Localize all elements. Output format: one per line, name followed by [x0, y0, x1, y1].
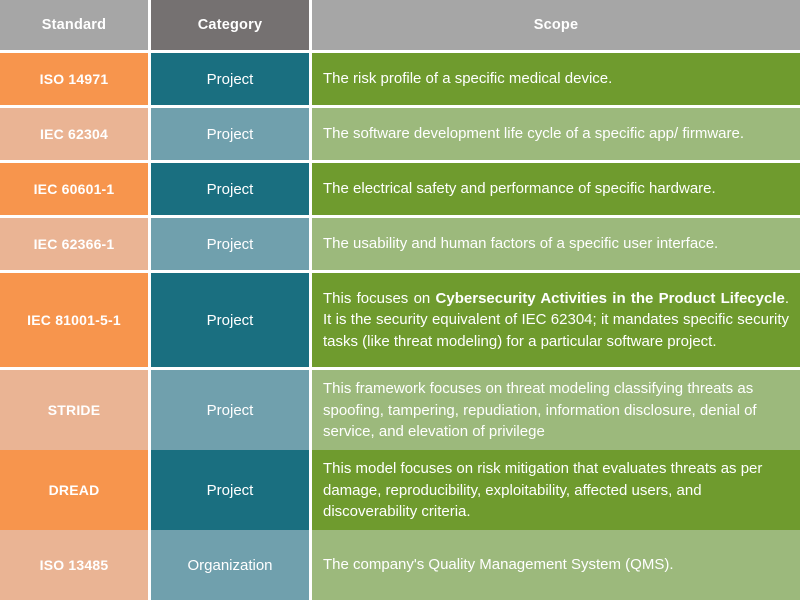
- standard-cell: STRIDE: [0, 370, 148, 451]
- scope-cell: The electrical safety and performance of…: [312, 163, 800, 215]
- table-row: STRIDE Project This framework focuses on…: [0, 370, 800, 451]
- header-scope: Scope: [312, 0, 800, 50]
- scope-text: This framework focuses on threat modelin…: [323, 380, 757, 440]
- scope-text: The software development life cycle of a…: [323, 125, 745, 143]
- category-cell: Project: [151, 273, 309, 367]
- scope-cell: This model focuses on risk mitigation th…: [312, 450, 800, 531]
- table-row: ISO 14971 Project The risk profile of a …: [0, 53, 800, 105]
- table-row: IEC 62304 Project The software developme…: [0, 108, 800, 160]
- table-header-row: Standard Category Scope: [0, 0, 800, 50]
- table-row: ISO 13485 Organization The company's Qua…: [0, 530, 800, 600]
- standard-cell: IEC 62366-1: [0, 218, 148, 270]
- scope-cell: The company's Quality Management System …: [312, 530, 800, 600]
- table-row: IEC 62366-1 Project The usability and hu…: [0, 218, 800, 270]
- category-cell: Project: [151, 450, 309, 531]
- scope-text: The electrical safety and performance of…: [323, 180, 716, 198]
- scope-text: This focuses on Cybersecurity Activities…: [323, 289, 789, 350]
- scope-text: The usability and human factors of a spe…: [323, 235, 719, 253]
- standard-cell: ISO 13485: [0, 530, 148, 600]
- scope-text: The company's Quality Management System …: [323, 556, 674, 574]
- category-cell: Project: [151, 370, 309, 451]
- scope-cell: The usability and human factors of a spe…: [312, 218, 800, 270]
- standard-cell: IEC 81001-5-1: [0, 273, 148, 367]
- scope-cell: This framework focuses on threat modelin…: [312, 370, 800, 451]
- standard-cell: IEC 62304: [0, 108, 148, 160]
- table-row: IEC 60601-1 Project The electrical safet…: [0, 163, 800, 215]
- standard-cell: DREAD: [0, 450, 148, 531]
- scope-cell: The software development life cycle of a…: [312, 108, 800, 160]
- header-standard: Standard: [0, 0, 148, 50]
- category-cell: Project: [151, 53, 309, 105]
- standard-cell: IEC 60601-1: [0, 163, 148, 215]
- category-cell: Organization: [151, 530, 309, 600]
- scope-text: The risk profile of a specific medical d…: [323, 70, 613, 88]
- scope-cell: The risk profile of a specific medical d…: [312, 53, 800, 105]
- scope-cell: This focuses on Cybersecurity Activities…: [312, 273, 800, 367]
- scope-text: This model focuses on risk mitigation th…: [323, 460, 763, 520]
- standard-cell: ISO 14971: [0, 53, 148, 105]
- table-row: DREAD Project This model focuses on risk…: [0, 450, 800, 531]
- category-cell: Project: [151, 108, 309, 160]
- category-cell: Project: [151, 163, 309, 215]
- table-row: IEC 81001-5-1 Project This focuses on Cy…: [0, 273, 800, 367]
- header-category: Category: [151, 0, 309, 50]
- category-cell: Project: [151, 218, 309, 270]
